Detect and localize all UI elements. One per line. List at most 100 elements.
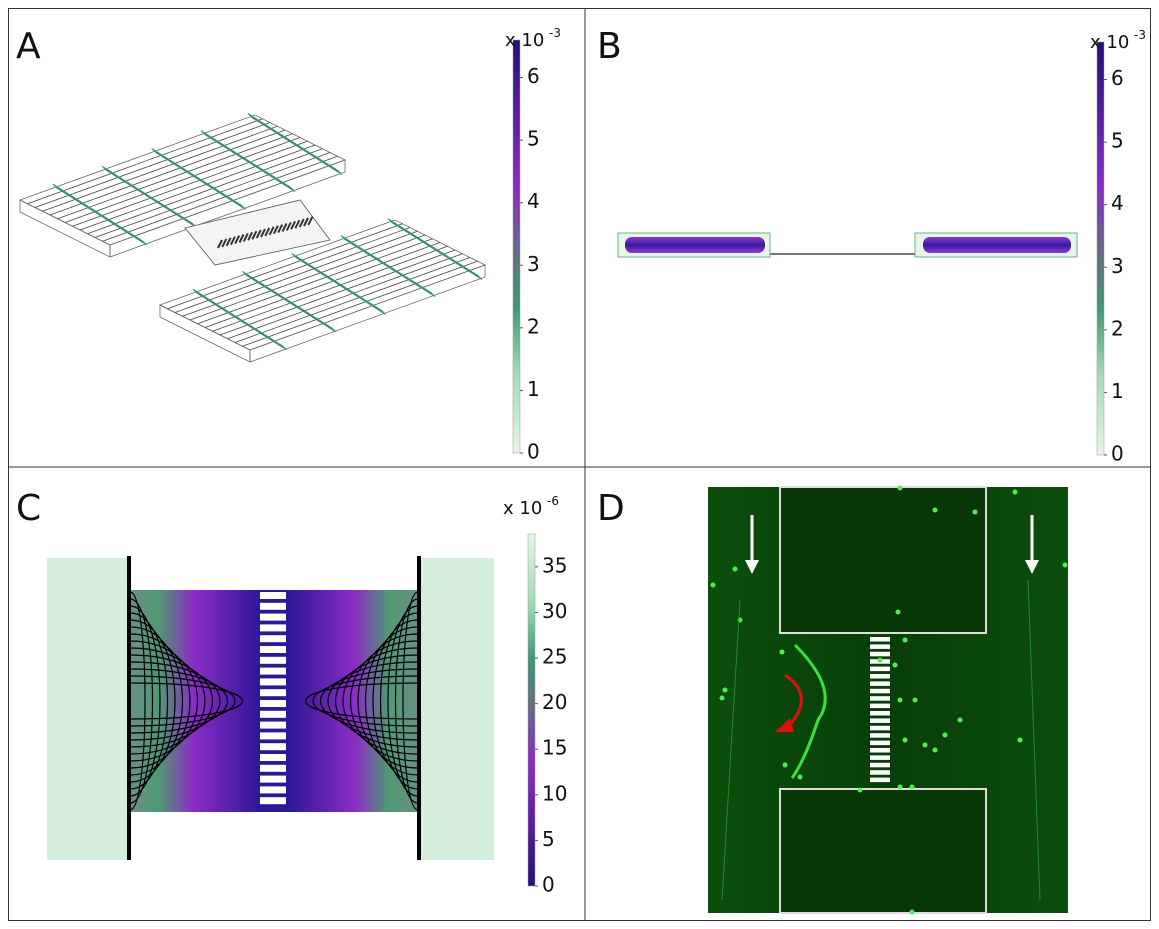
bead — [923, 743, 928, 748]
wire — [50, 130, 285, 215]
ladder-bar — [870, 652, 890, 657]
ladder-bar — [870, 763, 890, 768]
colorbar-tick-label: 2 — [527, 314, 540, 338]
barrier-bar — [260, 754, 286, 761]
ladder-bar — [870, 755, 890, 760]
ladder-bar — [870, 689, 890, 694]
wire — [228, 254, 463, 339]
ladder-bar — [870, 674, 890, 679]
bead — [720, 696, 725, 701]
bead — [858, 788, 863, 793]
bead — [1018, 738, 1023, 743]
barrier-bar — [260, 732, 286, 739]
barrier-bar — [260, 592, 286, 599]
bead — [898, 785, 903, 790]
bead — [896, 610, 901, 615]
barrier-bar — [260, 711, 286, 718]
bead — [933, 508, 938, 513]
barrier-bar — [260, 786, 286, 793]
colorbar-tick-label: 4 — [527, 189, 540, 213]
wire — [58, 134, 293, 219]
barrier-bar — [260, 603, 286, 610]
bead — [780, 650, 785, 655]
colorbar-exponent: -3 — [1134, 28, 1146, 42]
figure: Ax 10-30123456Bx 10-30123456Cx 10-605101… — [0, 0, 1159, 929]
wire — [213, 246, 448, 331]
bead — [1063, 563, 1068, 568]
bead — [798, 775, 803, 780]
barrier-bar — [260, 700, 286, 707]
wire — [243, 261, 478, 346]
wire — [235, 258, 470, 343]
barrier-bar — [260, 722, 286, 729]
bead — [711, 583, 716, 588]
barrier-bar — [260, 624, 286, 631]
colorbar-tick-label: 3 — [1111, 254, 1124, 278]
panel-label: B — [597, 26, 622, 67]
bead — [910, 910, 915, 915]
bead — [943, 733, 948, 738]
colorbar-tick-label: 1 — [1111, 379, 1124, 403]
panel-label: C — [16, 488, 41, 529]
ladder-bar — [870, 644, 890, 649]
colorbar-tick-label: 5 — [527, 127, 540, 151]
slab-side — [250, 265, 485, 362]
barrier-bar — [260, 657, 286, 664]
colorbar-tick-label: 6 — [527, 64, 540, 88]
panel-c-drawing — [47, 556, 494, 860]
colorbar — [513, 40, 520, 453]
ladder-bar — [870, 696, 890, 701]
bead — [903, 738, 908, 743]
barrier-bar — [260, 743, 286, 750]
colorbar-multiplier: x 10 — [1090, 32, 1129, 53]
ladder-bar — [870, 741, 890, 746]
colorbar-tick-label: 0 — [527, 440, 540, 464]
bead — [973, 510, 978, 515]
bead — [898, 698, 903, 703]
barrier-bar — [260, 614, 286, 621]
colorbar — [528, 534, 535, 886]
panel-label: A — [16, 26, 41, 67]
bead — [1013, 490, 1018, 495]
bead — [893, 663, 898, 668]
bead — [903, 638, 908, 643]
bead — [898, 486, 903, 491]
bead — [933, 748, 938, 753]
barrier-bar — [260, 678, 286, 685]
colorbar-tick-label: 10 — [542, 781, 567, 805]
ladder-bar — [870, 770, 890, 775]
ladder-bar — [870, 778, 890, 783]
ladder-bar — [870, 681, 890, 686]
colorbar-tick-label: 0 — [1111, 442, 1124, 466]
bead — [913, 698, 918, 703]
ladder-bar — [870, 637, 890, 642]
colorbar-multiplier: x 10 — [503, 498, 542, 519]
slab-side — [20, 200, 110, 257]
bead — [783, 763, 788, 768]
colorbar-tick-label: 25 — [542, 645, 567, 669]
panel-b-drawing — [618, 233, 1077, 257]
wire — [220, 250, 455, 335]
colorbar-tick-label: 1 — [527, 377, 540, 401]
bead — [733, 567, 738, 572]
colorbar-exponent: -6 — [547, 494, 559, 508]
barrier-bar — [260, 646, 286, 653]
panel-d-image — [708, 486, 1068, 915]
barrier-bar — [260, 689, 286, 696]
panel-a-drawing — [20, 114, 485, 362]
colorbar-tick-label: 2 — [1111, 316, 1124, 340]
wire — [43, 126, 278, 211]
colorbar-tick-label: 30 — [542, 599, 567, 623]
bead — [723, 688, 728, 693]
ladder-bar — [870, 718, 890, 723]
ladder-bar — [870, 711, 890, 716]
colorbar-tick-label: 0 — [542, 873, 555, 897]
ladder-bar — [870, 733, 890, 738]
colorbar-tick-label: 6 — [1111, 66, 1124, 90]
bead — [958, 718, 963, 723]
colorbar-tick-label: 35 — [542, 553, 567, 577]
barrier-bar — [260, 776, 286, 783]
bead — [878, 658, 883, 663]
colorbar-tick-label: 15 — [542, 736, 567, 760]
ladder-bar — [870, 704, 890, 709]
